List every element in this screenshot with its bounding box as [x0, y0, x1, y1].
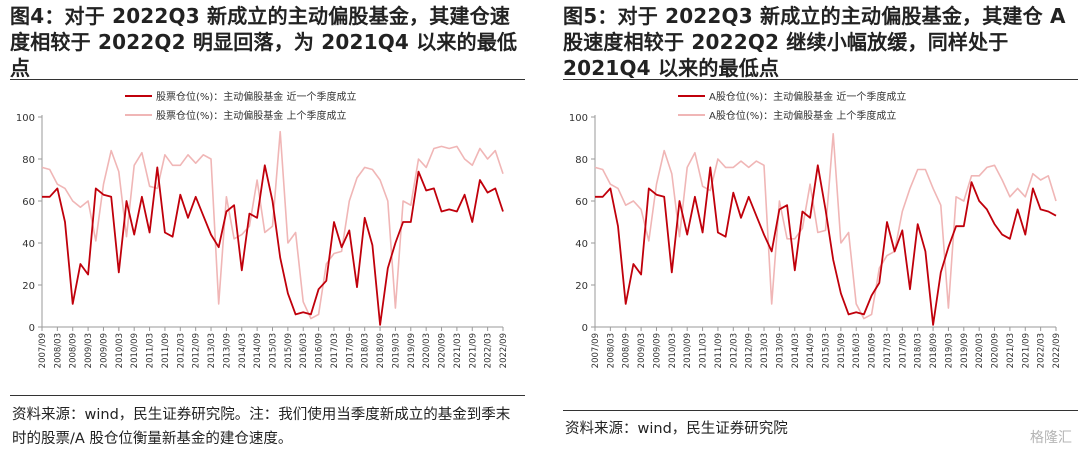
x-tick-label: 2018/03 [361, 333, 371, 368]
source-rule [563, 410, 1078, 411]
legend-label: 股票仓位(%)：主动偏股基金 上个季度成立 [156, 109, 346, 122]
x-tick-label: 2020/03 [975, 333, 985, 368]
x-tick-label: 2019/03 [944, 333, 954, 368]
x-tick-label: 2021/09 [1021, 333, 1031, 368]
x-tick-label: 2008/03 [53, 333, 63, 368]
x-tick-label: 2017/09 [345, 333, 355, 368]
x-tick-label: 2015/03 [822, 333, 832, 368]
x-tick-label: 2010/03 [115, 333, 125, 368]
x-tick-label: 2008/03 [606, 333, 616, 368]
x-tick-label: 2015/03 [269, 333, 279, 368]
y-tick-label: 40 [575, 239, 588, 250]
x-tick-label: 2014/03 [791, 333, 801, 368]
x-tick-label: 2021/03 [453, 333, 463, 368]
legend-label: 股票仓位(%)：主动偏股基金 近一个季度成立 [156, 90, 356, 103]
y-tick-label: 20 [575, 281, 588, 292]
legend-label: A股仓位(%)：主动偏股基金 近一个季度成立 [709, 90, 906, 103]
y-tick-label: 20 [22, 281, 35, 292]
x-tick-label: 2008/09 [69, 333, 79, 368]
x-tick-label: 2007/09 [38, 333, 48, 368]
x-tick-label: 2019/09 [407, 333, 417, 368]
x-tick-label: 2019/03 [391, 333, 401, 368]
x-tick-label: 2016/09 [315, 333, 325, 368]
x-tick-label: 2018/03 [914, 333, 924, 368]
x-tick-label: 2016/03 [299, 333, 309, 368]
x-tick-label: 2015/09 [284, 333, 294, 368]
x-tick-label: 2014/09 [806, 333, 816, 368]
chart-title: 图4：对于 2022Q3 新成立的主动偏股基金，其建仓速度相较于 2022Q2 … [10, 4, 518, 80]
x-tick-label: 2014/03 [238, 333, 248, 368]
y-tick-label: 100 [16, 113, 35, 124]
x-tick-label: 2013/09 [222, 333, 232, 368]
x-tick-label: 2022/03 [484, 333, 494, 368]
x-tick-label: 2020/03 [422, 333, 432, 368]
x-tick-label: 2010/09 [130, 333, 140, 368]
x-tick-label: 2017/09 [898, 333, 908, 368]
title-rule [563, 79, 1078, 80]
source-note: 资料来源：wind，民生证券研究院。注：我们使用当季度新成立的基金到季末时的股票… [12, 407, 511, 447]
source-rule [10, 395, 525, 396]
y-tick-label: 80 [575, 155, 588, 166]
y-tick-label: 0 [582, 323, 588, 334]
x-tick-label: 2012/09 [745, 333, 755, 368]
series-line-previous [41, 130, 504, 320]
x-tick-label: 2014/09 [253, 333, 263, 368]
x-tick-label: 2018/09 [929, 333, 939, 368]
position-chart-right: 0 20 40 60 80 100 2007/09 2008/03 2008/09 2009/03… [569, 90, 1062, 368]
x-tick-label: 2009/03 [637, 333, 647, 368]
x-tick-label: 2013/09 [775, 333, 785, 368]
y-tick-label: 40 [22, 239, 35, 250]
series-line-previous [594, 133, 1057, 320]
x-tick-label: 2016/09 [868, 333, 878, 368]
x-tick-label: 2019/09 [960, 333, 970, 368]
series-line-current [595, 164, 1057, 326]
chart-title: 图5：对于 2022Q3 新成立的主动偏股基金，其建仓 A 股速度相较于 202… [563, 4, 1066, 80]
position-chart-left: 0 20 40 60 80 100 2007/09 2008/03 2008/09 2009/03… [16, 90, 509, 368]
x-tick-label: 2013/03 [207, 333, 217, 368]
x-tick-label: 2011/03 [146, 333, 156, 368]
x-tick-label: 2010/03 [668, 333, 678, 368]
x-tick-label: 2009/09 [99, 333, 109, 368]
x-tick-label: 2017/03 [330, 333, 340, 368]
x-tick-label: 2017/03 [883, 333, 893, 368]
x-tick-label: 2021/03 [1006, 333, 1016, 368]
x-tick-label: 2022/03 [1037, 333, 1047, 368]
x-tick-label: 2007/09 [591, 333, 601, 368]
x-tick-label: 2009/03 [84, 333, 94, 368]
source-note: 资料来源：wind，民生证券研究院 [565, 421, 788, 437]
watermark: 格隆汇 [1030, 430, 1072, 446]
series-line-current [42, 164, 504, 326]
y-tick-label: 0 [29, 323, 35, 334]
y-tick-label: 60 [22, 197, 35, 208]
x-tick-label: 2011/03 [699, 333, 709, 368]
y-tick-label: 60 [575, 197, 588, 208]
x-tick-label: 2020/09 [991, 333, 1001, 368]
y-tick-label: 100 [569, 113, 588, 124]
right-panel: 图5：对于 2022Q3 新成立的主动偏股基金，其建仓 A 股速度相较于 202… [553, 0, 1080, 453]
x-tick-label: 2020/09 [438, 333, 448, 368]
x-tick-label: 2013/03 [760, 333, 770, 368]
x-tick-label: 2011/09 [714, 333, 724, 368]
title-rule [10, 79, 525, 80]
x-tick-label: 2022/09 [499, 333, 509, 368]
legend-label: A股仓位(%)：主动偏股基金 上个季度成立 [709, 109, 896, 122]
x-tick-label: 2018/09 [376, 333, 386, 368]
x-tick-label: 2008/09 [622, 333, 632, 368]
x-tick-label: 2012/03 [729, 333, 739, 368]
x-tick-label: 2012/09 [192, 333, 202, 368]
x-tick-label: 2022/09 [1052, 333, 1062, 368]
x-tick-label: 2010/09 [683, 333, 693, 368]
left-panel: 图4：对于 2022Q3 新成立的主动偏股基金，其建仓速度相较于 2022Q2 … [0, 0, 527, 453]
x-tick-label: 2012/03 [176, 333, 186, 368]
x-tick-label: 2015/09 [837, 333, 847, 368]
x-tick-label: 2011/09 [161, 333, 171, 368]
x-tick-label: 2009/09 [652, 333, 662, 368]
x-tick-label: 2016/03 [852, 333, 862, 368]
y-tick-label: 80 [22, 155, 35, 166]
x-tick-label: 2021/09 [468, 333, 478, 368]
